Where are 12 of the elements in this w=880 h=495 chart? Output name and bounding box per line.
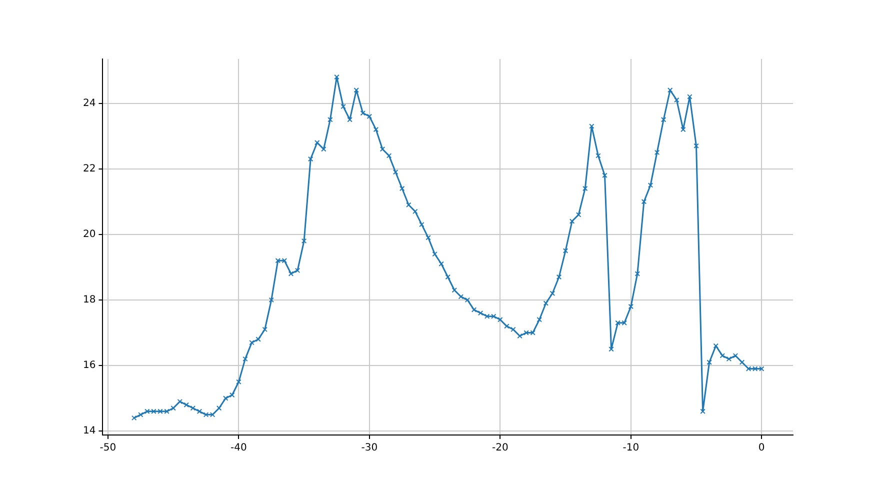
- x-tick-label: 0: [758, 442, 765, 454]
- x-tick-label: -20: [492, 442, 508, 454]
- x-tick-label: -50: [100, 442, 116, 454]
- x-tick-label: -40: [230, 442, 247, 454]
- x-tick-label: -30: [361, 442, 378, 454]
- y-tick-label: 24: [82, 98, 96, 109]
- x-tick-label: -10: [622, 442, 640, 454]
- y-tick-label: 22: [82, 163, 96, 174]
- y-tick-label: 18: [82, 294, 96, 306]
- y-tick-label: 20: [82, 228, 96, 240]
- y-tick-label: 16: [82, 360, 96, 372]
- y-tick-label: 14: [82, 426, 96, 437]
